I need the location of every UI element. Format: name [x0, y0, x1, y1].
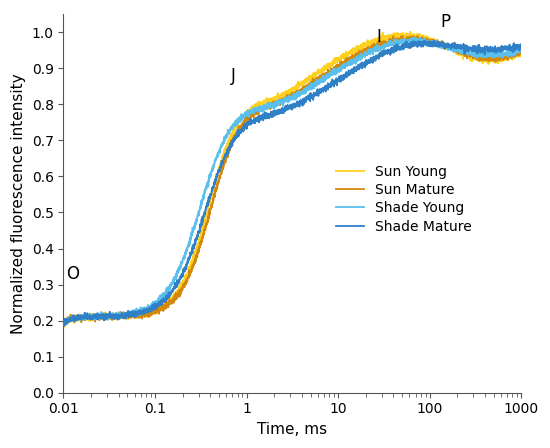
Sun Young	[256, 103, 262, 108]
Sun Mature	[236, 125, 243, 130]
Y-axis label: Normalized fluorescence intensity: Normalized fluorescence intensity	[11, 73, 26, 334]
Line: Shade Young: Shade Young	[63, 38, 521, 326]
X-axis label: Time, ms: Time, ms	[257, 422, 327, 437]
Line: Sun Mature: Sun Mature	[63, 36, 521, 326]
Shade Mature	[431, 38, 438, 43]
Shade Young	[256, 109, 262, 115]
Shade Young	[509, 50, 516, 55]
Text: O: O	[67, 265, 79, 283]
Shade Mature	[61, 323, 68, 328]
Sun Young	[112, 315, 119, 320]
Legend: Sun Young, Sun Mature, Shade Young, Shade Mature: Sun Young, Sun Mature, Shade Young, Shad…	[336, 165, 471, 233]
Shade Mature	[112, 312, 119, 318]
Sun Mature	[509, 50, 516, 55]
Shade Mature	[140, 309, 146, 314]
Sun Young	[60, 320, 67, 326]
Sun Mature	[60, 320, 67, 326]
Text: I: I	[377, 28, 382, 46]
Shade Young	[140, 309, 146, 314]
Shade Young	[60, 323, 67, 328]
Sun Mature	[256, 109, 262, 115]
Shade Mature	[460, 44, 466, 50]
Text: P: P	[441, 13, 451, 30]
Sun Young	[60, 324, 67, 330]
Line: Sun Young: Sun Young	[63, 32, 521, 327]
Sun Mature	[61, 323, 68, 329]
Sun Young	[518, 49, 525, 55]
Shade Mature	[236, 128, 243, 134]
Sun Young	[140, 310, 146, 315]
Sun Young	[460, 52, 466, 57]
Sun Mature	[140, 312, 146, 318]
Shade Young	[112, 312, 119, 318]
Shade Mature	[518, 46, 525, 51]
Sun Young	[407, 29, 414, 34]
Sun Mature	[460, 50, 466, 56]
Sun Young	[509, 52, 516, 57]
Shade Mature	[509, 44, 516, 50]
Shade Mature	[60, 319, 67, 324]
Text: J: J	[231, 67, 236, 85]
Shade Young	[518, 48, 525, 53]
Line: Shade Mature: Shade Mature	[63, 41, 521, 325]
Sun Mature	[112, 315, 119, 320]
Shade Mature	[256, 120, 262, 125]
Sun Mature	[414, 33, 421, 39]
Sun Mature	[518, 52, 525, 57]
Shade Young	[411, 35, 417, 40]
Sun Young	[236, 118, 243, 123]
Shade Young	[60, 320, 67, 325]
Shade Young	[460, 46, 466, 52]
Shade Young	[236, 116, 243, 121]
